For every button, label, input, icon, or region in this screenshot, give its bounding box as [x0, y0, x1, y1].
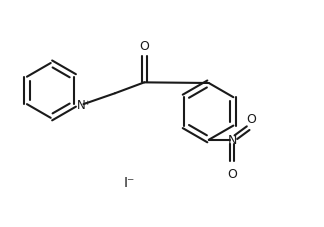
Text: N: N: [227, 134, 237, 147]
Text: O: O: [139, 40, 149, 53]
Text: N⁺: N⁺: [77, 98, 92, 111]
Text: O: O: [227, 167, 237, 180]
Text: O: O: [247, 113, 256, 126]
Text: I⁻: I⁻: [124, 176, 135, 190]
